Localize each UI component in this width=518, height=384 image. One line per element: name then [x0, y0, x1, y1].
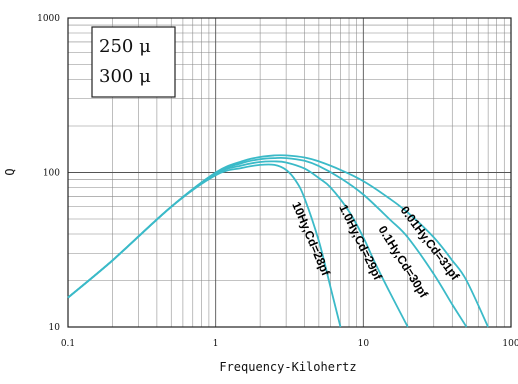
legend-box: 250 μ 300 μ — [91, 26, 176, 98]
x-tick-label: 0.1 — [61, 339, 75, 349]
y-tick-label: 100 — [43, 169, 60, 179]
legend-line-1: 250 μ — [99, 36, 151, 57]
series-lines — [67, 154, 489, 328]
x-axis-label: Frequency-Kilohertz — [219, 360, 356, 374]
series-line-4 — [67, 163, 342, 328]
legend-line-2: 300 μ — [99, 66, 151, 87]
y-tick-label: 10 — [49, 323, 61, 333]
plot-frame — [67, 17, 512, 328]
y-tick-label: 1000 — [37, 14, 60, 24]
y-axis-label: Q — [3, 168, 17, 175]
tick-labels: 0.1 1 10 100 10 100 1000 — [37, 14, 518, 349]
x-tick-label: 100 — [502, 339, 518, 349]
x-tick-label: 1 — [213, 339, 219, 349]
x-tick-label: 10 — [358, 339, 370, 349]
